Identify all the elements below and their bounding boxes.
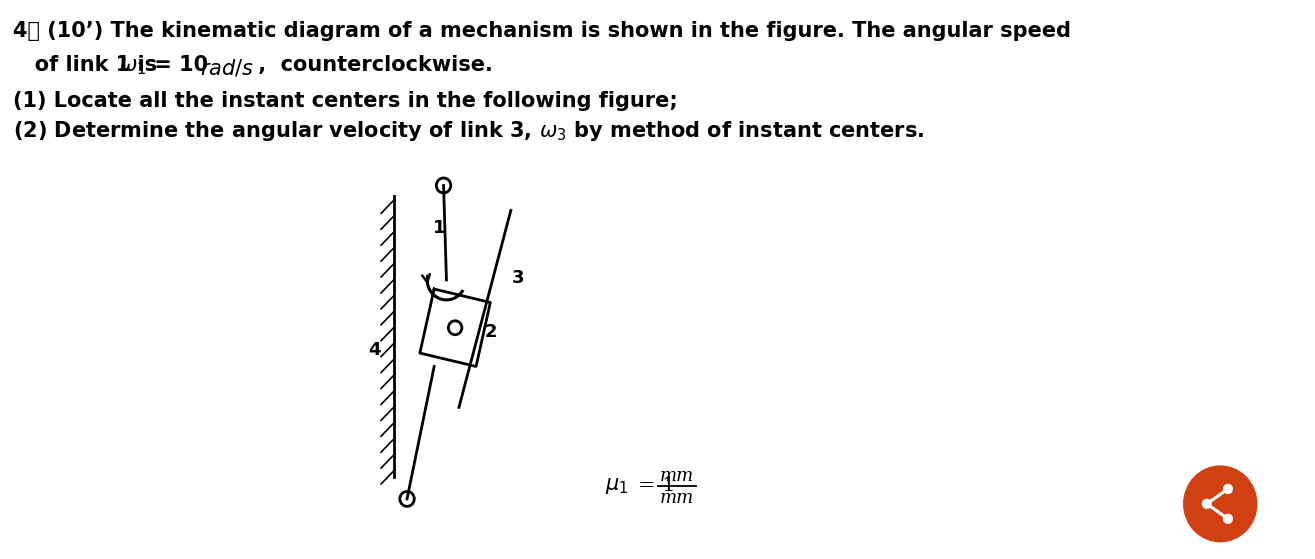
Circle shape xyxy=(1184,466,1257,542)
Text: (2) Determine the angular velocity of link 3, $\omega_3$ by method of instant ce: (2) Determine the angular velocity of li… xyxy=(13,119,924,143)
Text: of link 1 is: of link 1 is xyxy=(13,55,171,75)
Text: mm: mm xyxy=(660,489,694,507)
Text: $\omega_1$: $\omega_1$ xyxy=(118,57,146,77)
Circle shape xyxy=(1224,514,1232,523)
Text: 4: 4 xyxy=(368,340,380,359)
Text: = 10: = 10 xyxy=(147,55,209,75)
Text: (1) Locate all the instant centers in the following figure;: (1) Locate all the instant centers in th… xyxy=(13,91,677,111)
Text: $\mu_1$: $\mu_1$ xyxy=(605,476,629,496)
Text: = 1: = 1 xyxy=(638,476,676,495)
Text: 2: 2 xyxy=(484,323,497,341)
Text: 1: 1 xyxy=(433,219,444,237)
Circle shape xyxy=(1224,485,1232,494)
Text: mm: mm xyxy=(660,467,694,485)
Circle shape xyxy=(1202,499,1211,508)
Text: 3: 3 xyxy=(513,269,525,287)
Text: ,  counterclockwise.: , counterclockwise. xyxy=(251,55,493,75)
Text: 4、 (10’) The kinematic diagram of a mechanism is shown in the figure. The angula: 4、 (10’) The kinematic diagram of a mech… xyxy=(13,21,1070,41)
Text: $rad/s$: $rad/s$ xyxy=(200,57,255,78)
